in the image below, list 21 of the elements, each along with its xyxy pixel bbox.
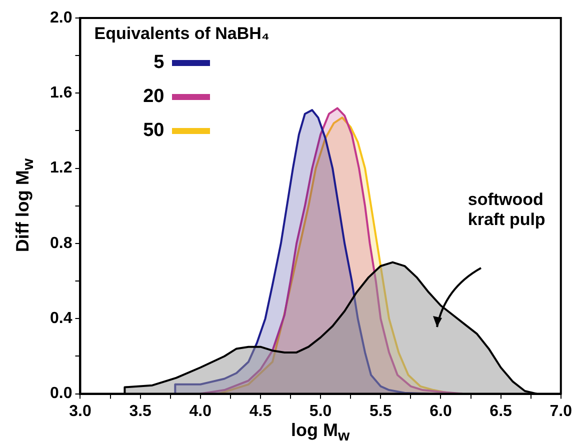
y-tick-label: 0.0: [50, 385, 72, 402]
legend-label: 5: [152, 52, 166, 74]
annotation: softwood kraft pulp: [468, 190, 546, 230]
legend-title: Equivalents of NaBH₄: [94, 24, 270, 44]
x-tick-label: 3.0: [69, 402, 92, 420]
x-tick-label: 6.5: [490, 402, 512, 420]
x-axis-title: log M$_{w}$: [291, 420, 350, 443]
x-tick-label: 7.0: [550, 402, 572, 420]
legend-label: 20: [142, 86, 166, 108]
x-tick-label: 4.0: [189, 402, 212, 420]
x-tick-label: 5.5: [370, 402, 392, 420]
x-tick-label: 3.5: [129, 402, 152, 420]
y-tick-label: 0.8: [50, 234, 72, 252]
x-tick-label: 4.5: [249, 402, 272, 420]
x-tick-label: 6.0: [430, 402, 452, 420]
x-tick-label: 5.0: [309, 402, 332, 420]
y-tick-label: 0.4: [50, 310, 72, 328]
y-tick-label: 2.0: [50, 9, 72, 26]
y-tick-label: 1.6: [50, 84, 72, 102]
y-tick-label: 1.2: [50, 160, 72, 177]
legend-label: 50: [142, 120, 166, 142]
